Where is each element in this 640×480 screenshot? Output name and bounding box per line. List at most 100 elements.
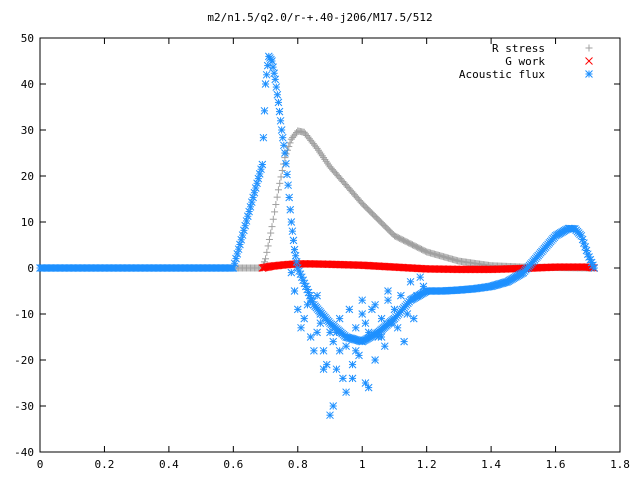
data-point-acoustic-flux-scatter xyxy=(306,296,315,305)
data-point-acoustic-flux-scatter xyxy=(361,319,370,328)
data-point-acoustic-flux xyxy=(236,240,244,249)
data-point-acoustic-flux-scatter xyxy=(303,300,312,309)
data-point-acoustic-flux-scatter xyxy=(329,402,338,410)
data-point-acoustic-flux xyxy=(240,226,248,235)
data-point-acoustic-flux-scatter xyxy=(393,323,402,332)
chart-title: m2/n1.5/q2.0/r-+.40-j206/M17.5/512 xyxy=(207,11,432,24)
data-point-acoustic-flux-scatter xyxy=(348,374,357,383)
data-point-acoustic-flux xyxy=(238,231,247,239)
data-point-acoustic-flux xyxy=(251,184,260,192)
data-point-acoustic-flux-scatter xyxy=(364,328,373,337)
data-point-acoustic-flux-scatter xyxy=(377,314,386,323)
data-point-acoustic-flux-scatter xyxy=(293,305,302,314)
data-point-r-stress xyxy=(286,139,294,147)
data-point-acoustic-flux-scatter xyxy=(377,333,386,341)
y-tick-label: 30 xyxy=(21,124,34,137)
data-point-acoustic-flux xyxy=(232,254,240,263)
data-point-acoustic-flux xyxy=(287,218,296,226)
data-point-acoustic-flux-scatter xyxy=(319,346,328,355)
x-tick-label: 0.8 xyxy=(288,458,308,471)
data-point-acoustic-flux-scatter xyxy=(387,319,396,328)
data-point-r-stress xyxy=(278,166,286,174)
data-point-r-stress xyxy=(263,248,271,256)
data-point-acoustic-flux-scatter xyxy=(348,360,357,369)
data-point-acoustic-flux-scatter xyxy=(419,282,428,291)
data-point-acoustic-flux xyxy=(260,106,269,115)
series-layer xyxy=(36,52,599,420)
data-point-acoustic-flux-scatter xyxy=(351,323,360,332)
data-point-acoustic-flux-scatter xyxy=(416,273,425,282)
y-tick-label: -10 xyxy=(14,308,34,321)
data-point-acoustic-flux-scatter xyxy=(313,291,321,300)
data-point-acoustic-flux xyxy=(277,126,286,134)
data-point-acoustic-flux-scatter xyxy=(297,323,305,332)
data-point-acoustic-flux-scatter xyxy=(335,314,344,323)
data-point-acoustic-flux xyxy=(590,264,599,272)
data-point-acoustic-flux xyxy=(242,217,251,225)
data-point-acoustic-flux-scatter xyxy=(310,346,318,355)
data-point-acoustic-flux-scatter xyxy=(400,337,408,346)
data-point-acoustic-flux xyxy=(253,179,261,188)
data-point-acoustic-flux-scatter xyxy=(342,342,350,351)
data-point-r-stress xyxy=(271,208,279,216)
data-point-r-stress xyxy=(269,215,277,223)
data-point-acoustic-flux-scatter xyxy=(351,346,360,355)
data-point-r-stress xyxy=(268,223,276,231)
data-point-r-stress xyxy=(276,179,284,187)
series-r-stress xyxy=(36,127,598,272)
data-point-acoustic-flux xyxy=(234,245,243,254)
data-point-acoustic-flux-scatter xyxy=(313,328,321,337)
data-point-acoustic-flux xyxy=(271,75,280,84)
y-tick-label: 0 xyxy=(27,262,34,275)
data-point-acoustic-flux xyxy=(241,221,250,230)
data-point-acoustic-flux xyxy=(233,250,242,258)
data-point-acoustic-flux xyxy=(283,170,291,179)
data-point-acoustic-flux-scatter xyxy=(358,310,367,318)
data-point-acoustic-flux xyxy=(230,259,239,268)
data-point-acoustic-flux xyxy=(247,198,256,206)
data-point-acoustic-flux-scatter xyxy=(326,328,334,337)
data-point-r-stress xyxy=(274,186,282,194)
data-point-acoustic-flux-scatter xyxy=(319,365,328,374)
data-point-acoustic-flux-scatter xyxy=(332,328,341,337)
y-tick-label: 10 xyxy=(21,216,34,229)
data-point-acoustic-flux xyxy=(246,202,255,211)
plot-frame xyxy=(39,37,621,453)
data-point-acoustic-flux xyxy=(245,207,254,216)
data-point-acoustic-flux-scatter xyxy=(345,305,354,314)
data-point-acoustic-flux xyxy=(290,245,299,254)
data-point-acoustic-flux-scatter xyxy=(287,268,296,277)
data-point-acoustic-flux-scatter xyxy=(290,287,299,295)
y-tick-label: 20 xyxy=(21,170,34,183)
data-point-acoustic-flux xyxy=(286,205,295,214)
data-point-acoustic-flux xyxy=(279,141,288,150)
data-point-acoustic-flux xyxy=(275,107,284,116)
data-point-r-stress xyxy=(285,143,293,151)
data-point-acoustic-flux-scatter xyxy=(422,287,431,295)
data-point-acoustic-flux xyxy=(258,160,267,169)
data-point-r-stress xyxy=(262,255,270,263)
data-point-r-stress xyxy=(273,193,281,201)
data-point-acoustic-flux xyxy=(272,83,281,91)
data-point-r-stress xyxy=(277,173,285,181)
x-axis: 0 0.2 0.4 0.6 0.8 1 1.2 1.4 1.6 1.8 xyxy=(37,38,630,471)
data-point-acoustic-flux-scatter xyxy=(322,360,331,369)
data-point-acoustic-flux xyxy=(268,57,276,65)
data-point-acoustic-flux xyxy=(285,193,294,202)
data-point-acoustic-flux-scatter xyxy=(355,351,363,360)
data-point-acoustic-flux xyxy=(249,193,257,202)
y-tick-label: -20 xyxy=(14,354,34,367)
data-point-r-stress xyxy=(267,229,275,237)
x-tick-label: 0.2 xyxy=(95,458,115,471)
data-point-acoustic-flux-scatter xyxy=(364,383,373,392)
legend-label-r-stress: R stress xyxy=(492,42,545,55)
x-tick-label: 1.4 xyxy=(481,458,501,471)
data-point-acoustic-flux-scatter xyxy=(403,310,412,318)
x-tick-label: 1.8 xyxy=(610,458,630,471)
data-point-acoustic-flux-scatter xyxy=(306,333,315,341)
data-point-acoustic-flux xyxy=(255,170,264,178)
data-point-acoustic-flux-scatter xyxy=(384,287,392,295)
data-point-acoustic-flux xyxy=(292,258,301,266)
